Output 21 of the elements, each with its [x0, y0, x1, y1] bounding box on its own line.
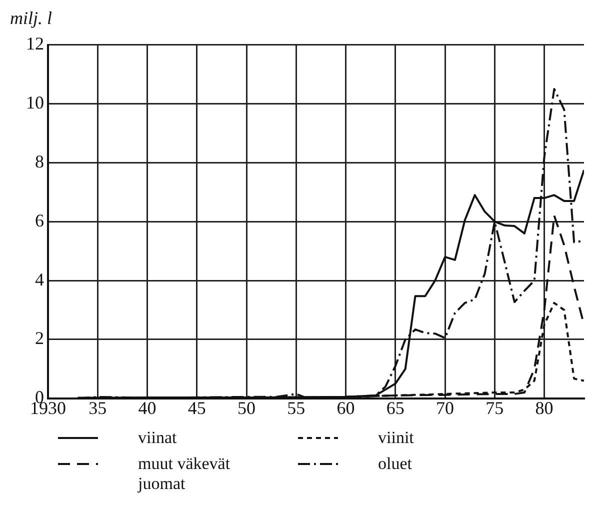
y-tick-label: 8	[35, 151, 44, 172]
x-tick-label: 80	[535, 398, 554, 418]
x-tick-label: 70	[436, 398, 454, 418]
legend-label: viinit	[378, 428, 415, 448]
x-tick-label: 45	[188, 398, 206, 418]
x-tick-label: 55	[287, 398, 306, 418]
y-axis-title: milj. l	[10, 8, 54, 30]
y-tick-label: 12	[26, 34, 44, 54]
y-tick-label: 6	[35, 210, 44, 230]
x-tick-label: 50	[238, 398, 256, 418]
x-tick-label: 60	[336, 398, 355, 418]
y-tick-label: 10	[26, 92, 44, 112]
y-tick-label: 2	[35, 328, 44, 348]
x-tick-label: 75	[486, 398, 504, 418]
legend-label: muut väkevät juomat	[138, 454, 232, 494]
legend-label: viinat	[138, 428, 178, 448]
legend-label: oluet	[378, 454, 413, 474]
y-tick-label: 4	[35, 269, 44, 290]
x-tick-label: 35	[88, 398, 107, 418]
x-tick-label: 65	[386, 398, 404, 418]
x-tick-label: 40	[138, 398, 156, 418]
